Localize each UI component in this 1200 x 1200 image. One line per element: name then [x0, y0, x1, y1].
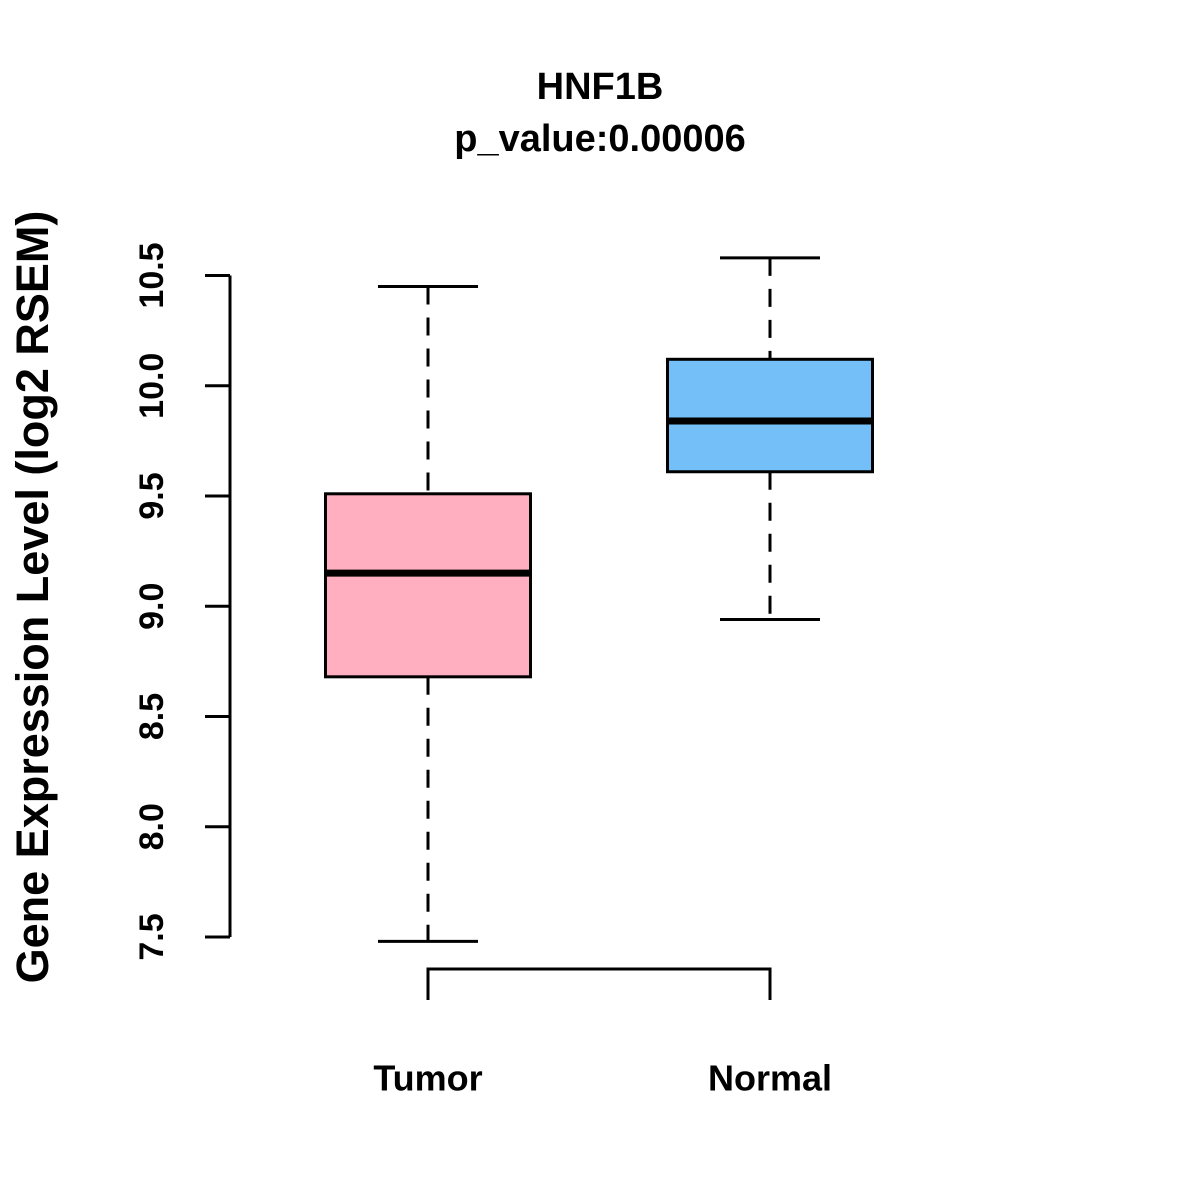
box-group-normal — [666, 256, 874, 621]
box-rect — [324, 492, 532, 679]
y-axis-tick-label: 10.5 — [133, 242, 171, 308]
box-group-tumor — [324, 285, 532, 943]
y-axis-tick-label: 7.5 — [133, 913, 171, 960]
box-rect — [666, 357, 874, 474]
y-axis-tick-label: 9.0 — [133, 583, 171, 630]
y-axis-tick-label: 8.0 — [133, 803, 171, 850]
x-category-label: Tumor — [373, 1058, 482, 1099]
chart-subtitle: p_value:0.00006 — [454, 118, 746, 160]
y-axis-tick-label: 9.5 — [133, 472, 171, 519]
y-axis-tick-label: 8.5 — [133, 693, 171, 740]
chart-title: HNF1B — [536, 66, 664, 108]
y-axis-tick-label: 10.0 — [133, 353, 171, 419]
x-category-label: Normal — [708, 1058, 832, 1099]
group-bracket — [426, 967, 772, 1000]
